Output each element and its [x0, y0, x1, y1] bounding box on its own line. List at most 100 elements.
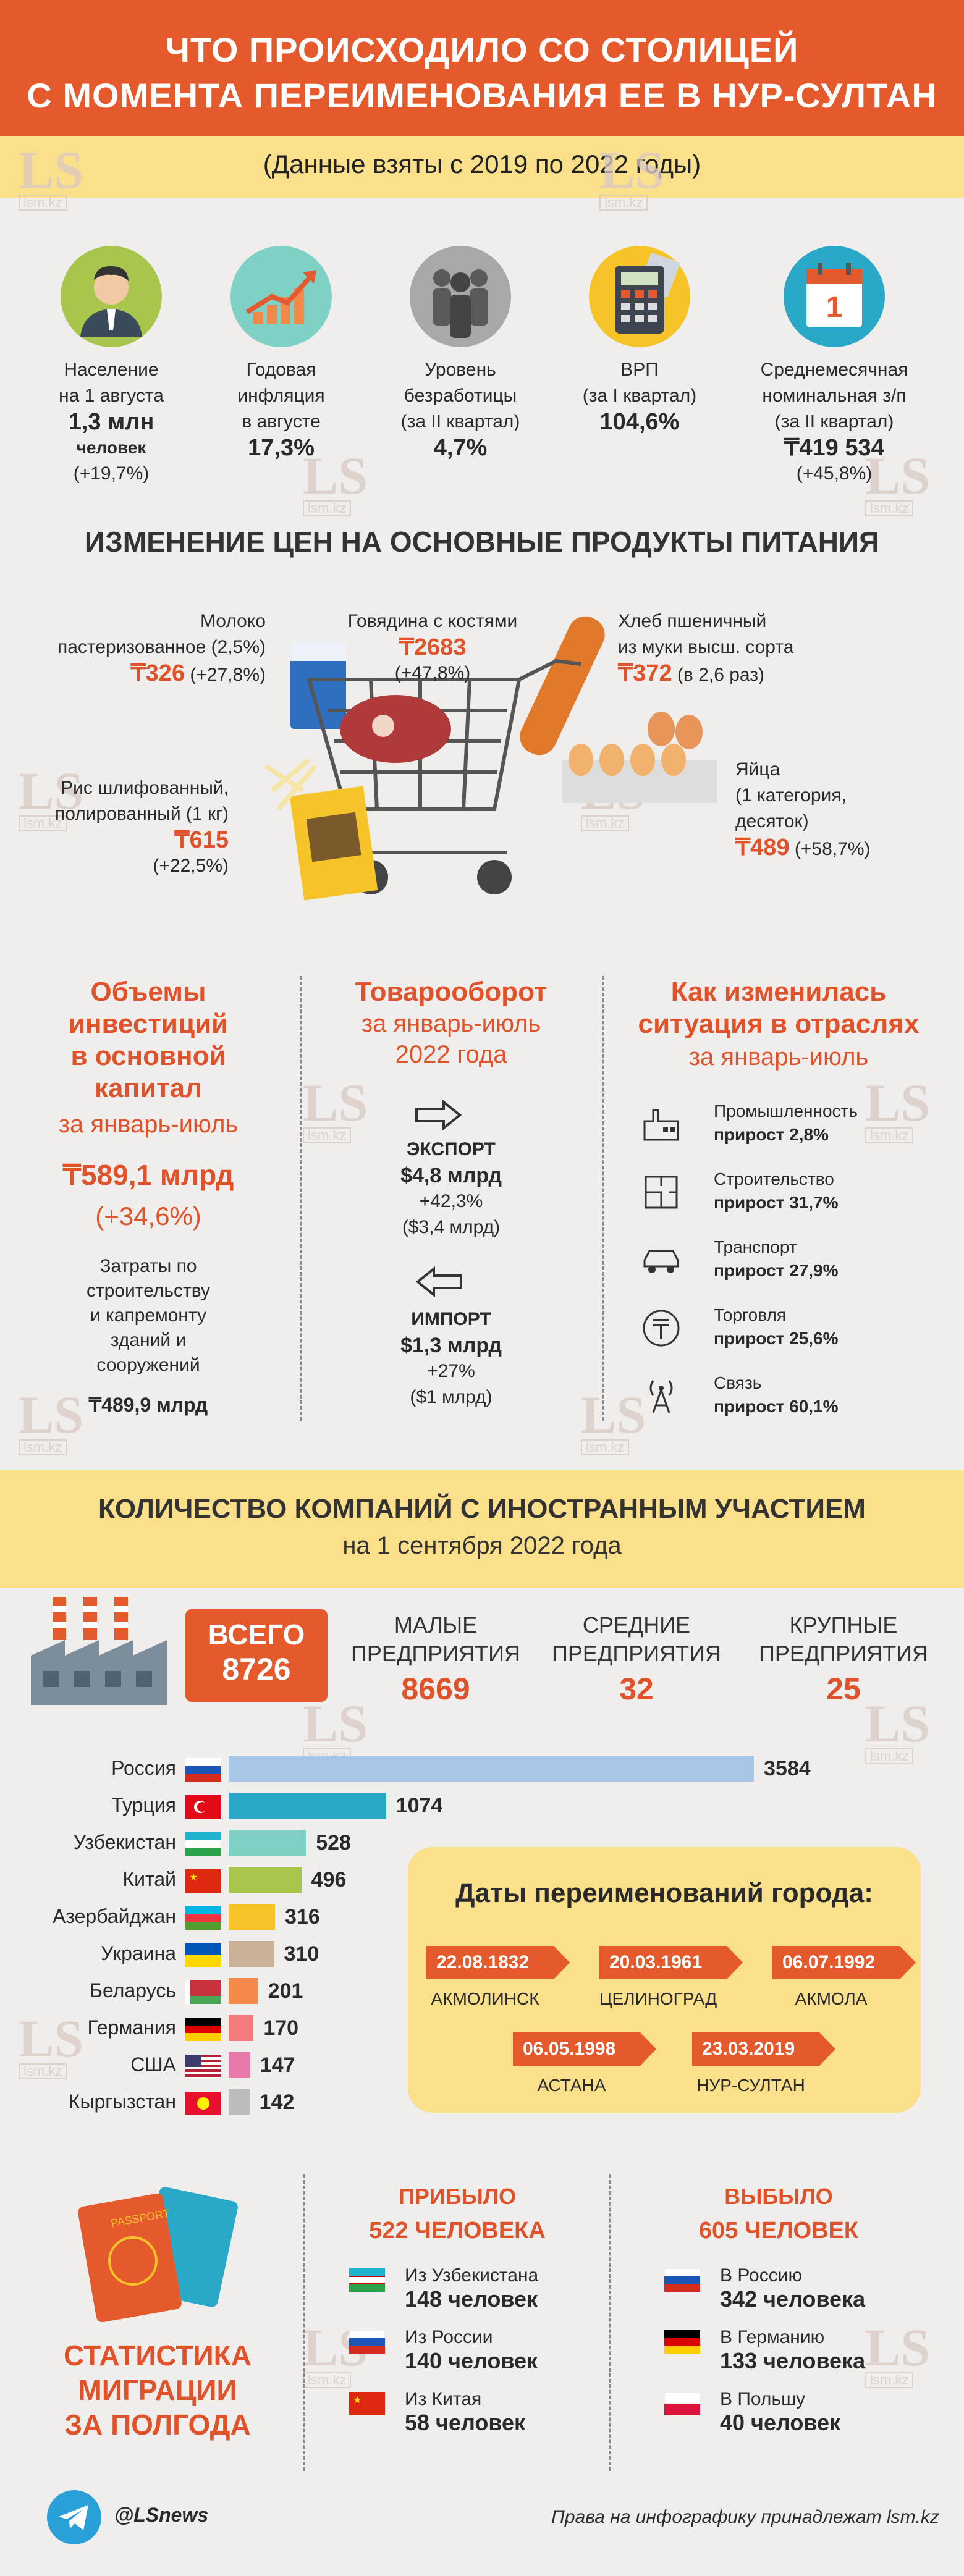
migration-title: СТАТИСТИКА МИГРАЦИИ ЗА ПОЛГОДА: [64, 2339, 252, 2441]
bar: [229, 2052, 250, 2078]
calendar-icon: 1: [784, 246, 885, 347]
invest-period: за январь-июль: [58, 1111, 239, 1138]
rename-date-tag: 23.03.2019: [692, 2032, 835, 2066]
telegram-icon[interactable]: [46, 2490, 102, 2545]
bar-value: 1074: [395, 1794, 443, 1817]
medium-companies-label: СРЕДНИЕ ПРЕДПРИЯТИЯ: [552, 1612, 721, 1666]
turkey-flag-icon: [185, 1795, 221, 1819]
country-label: Турция: [111, 1794, 176, 1816]
companies-total-box: ВСЕГО 8726: [185, 1609, 328, 1702]
invest-value: ₸589,1 млрд: [62, 1159, 234, 1191]
rename-date-tag: 22.08.1832: [426, 1946, 570, 1979]
poland-flag-icon: [664, 2392, 700, 2415]
bar: [229, 1830, 307, 1856]
rename-dates-title: Даты переименований города:: [455, 1878, 873, 1908]
bar-value: 142: [259, 2090, 295, 2114]
large-companies-label: КРУПНЫЕ ПРЕДПРИЯТИЯ: [759, 1612, 928, 1666]
country-label: Китай: [122, 1868, 176, 1890]
rename-date-tag: 06.05.1998: [513, 2032, 656, 2066]
small-companies-label: МАЛЫЕ ПРЕДПРИЯТИЯ: [351, 1612, 520, 1666]
country-label: Германия: [87, 2016, 176, 2039]
arrived-item: Из Китая 58 человек: [405, 2389, 526, 2435]
uzbekistan-flag-icon: [185, 1832, 221, 1856]
invest-construction-value: ₸489,9 млрд: [88, 1394, 208, 1416]
sector-construction: Строительство прирост 31,7%: [714, 1169, 839, 1212]
country-label: Узбекистан: [73, 1831, 176, 1853]
food-milk: Молоко пастеризованное (2,5%) ₸326 (+27,8…: [57, 611, 266, 686]
china-flag-icon: ★: [349, 2392, 385, 2415]
copyright-text: Права на инфографику принадлежат lsm.kz: [551, 2507, 939, 2527]
stat-grp: ВРП (за I квартал) 104,6%: [582, 360, 697, 435]
usa-flag-icon: [185, 2055, 221, 2078]
bar: [229, 1867, 302, 1893]
sector-industry: Промышленность прирост 2,8%: [714, 1101, 858, 1144]
column-divider: [303, 2174, 305, 2471]
header-title-line2: С МОМЕНТА ПЕРЕИМЕНОВАНИЯ ЕЕ В НУР-СУЛТАН: [27, 76, 937, 115]
people-icon: [410, 246, 511, 347]
bar-value: 147: [260, 2053, 295, 2077]
stat-population: Население на 1 августа 1,3 млн человек (+19…: [59, 360, 164, 484]
bar: [229, 1904, 275, 1930]
food-rice: Рис шлифованный, полированный (1 кг) ₸615…: [54, 778, 229, 876]
russia-flag-icon: [185, 1758, 221, 1782]
russia-flag-icon: [664, 2268, 700, 2292]
car-icon: [643, 1250, 679, 1273]
svg-text:★: ★: [189, 1872, 198, 1883]
bar: [229, 1941, 274, 1967]
bar-value: 496: [311, 1868, 347, 1892]
arrived-label: ПРИБЫЛО: [398, 2184, 517, 2209]
food-bread: Хлеб пшеничный из муки высш. сорта ₸372 (…: [618, 611, 794, 686]
arrow-left-icon: [415, 1266, 462, 1297]
column-divider: [300, 976, 302, 1421]
sectors-title: Как изменилась ситуация в отраслях: [638, 977, 920, 1039]
subtitle-bar: (Данные взяты с 2019 по 2022 годы): [0, 136, 964, 198]
rename-date-tag: 06.07.1992: [772, 1946, 916, 1979]
rename-date-tag: 20.03.1961: [599, 1946, 743, 1979]
kyrgyzstan-flag-icon: [185, 2092, 221, 2115]
bar-value: 3584: [764, 1757, 811, 1780]
rename-city-name: АКМОЛИНСК: [431, 1989, 539, 2008]
invest-title: Объемы инвестиций в основной капитал: [68, 977, 229, 1103]
bar: [229, 1793, 386, 1819]
russia-flag-icon: [349, 2330, 385, 2354]
azerbaijan-flag-icon: [185, 1906, 221, 1930]
country-label: Россия: [111, 1757, 176, 1779]
calculator-icon: [589, 246, 690, 347]
bar-value: 170: [263, 2016, 299, 2040]
antenna-icon: [649, 1380, 673, 1413]
left-item: В Польшу 40 человек: [720, 2389, 841, 2435]
invest-construction-label: Затраты по строительству и капремонту здани…: [86, 1256, 211, 1375]
uzbekistan-flag-icon: [349, 2268, 385, 2292]
sectors-period: за январь-июль: [688, 1043, 869, 1071]
food-section-title: ИЗМЕНЕНИЕ ЦЕН НА ОСНОВНЫЕ ПРОДУКТЫ ПИТАН…: [84, 526, 880, 558]
header-title-line1: ЧТО ПРОИСХОДИЛО СО СТОЛИЦЕЙ: [165, 30, 799, 69]
trade-import: ИМПОРТ $1,3 млрд +27% ($1 млрд): [400, 1309, 502, 1407]
bar-value: 528: [316, 1831, 351, 1854]
bar: [229, 2089, 250, 2115]
telegram-handle-link[interactable]: @LSnews: [114, 2504, 209, 2526]
rename-city-name: НУР-СУЛТАН: [696, 2076, 805, 2095]
companies-title: КОЛИЧЕСТВО КОМПАНИЙ С ИНОСТРАННЫМ УЧАСТИ…: [98, 1494, 866, 1524]
svg-text:★: ★: [353, 2395, 362, 2406]
stat-inflation: Годовая инфляция в августе 17,3%: [237, 360, 325, 461]
sector-transport: Транспорт прирост 27,9%: [714, 1237, 839, 1280]
trade-export: ЭКСПОРТ $4,8 млрд +42,3% ($3,4 млрд): [400, 1139, 502, 1237]
rename-dates-panel: Даты переименований города: 22.08.1832 А…: [408, 1847, 921, 2113]
germany-flag-icon: [664, 2330, 700, 2354]
food-beef: Говядина с костями ₸2683 (+47,8%): [347, 611, 518, 683]
arrow-right-icon: [415, 1100, 462, 1130]
sector-communication: Связь прирост 60,1%: [714, 1373, 839, 1416]
bar: [229, 1978, 258, 2004]
medium-companies-value: 32: [619, 1672, 654, 1706]
stat-salary: Среднемесячная номинальная з/п (за II квар…: [760, 360, 908, 484]
column-divider: [609, 2174, 611, 2471]
shopping-cart-illustration: [264, 616, 717, 901]
